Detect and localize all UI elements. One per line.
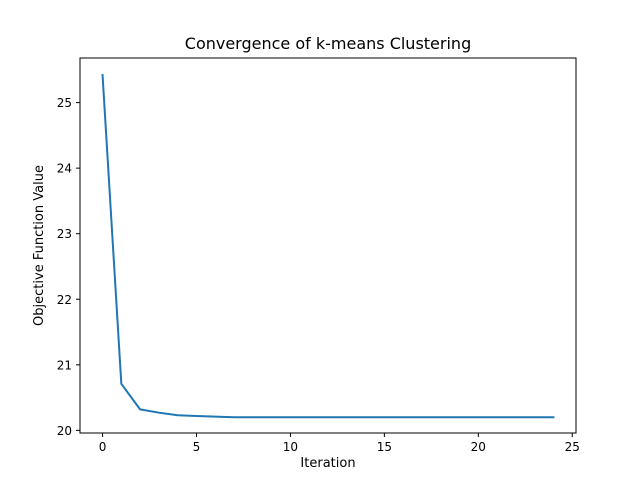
series-line-0 xyxy=(101,73,555,419)
x-tick-label: 25 xyxy=(565,440,580,454)
y-tick-label: 23 xyxy=(57,227,72,241)
y-tick-label: 25 xyxy=(57,96,72,110)
x-tick-label: 10 xyxy=(283,440,298,454)
y-tick-label: 20 xyxy=(57,424,72,438)
x-tick-label: 0 xyxy=(99,440,107,454)
x-tick-label: 20 xyxy=(471,440,486,454)
y-tick-label: 21 xyxy=(57,358,72,372)
x-tick-label: 5 xyxy=(193,440,201,454)
x-tick-label: 15 xyxy=(377,440,392,454)
chart-title: Convergence of k-means Clustering xyxy=(185,34,471,53)
y-axis-label: Objective Function Value xyxy=(32,165,47,326)
plot-frame xyxy=(79,57,577,434)
y-tick-label: 22 xyxy=(57,293,72,307)
x-axis-label: Iteration xyxy=(300,456,355,471)
y-tick-label: 24 xyxy=(57,162,72,176)
